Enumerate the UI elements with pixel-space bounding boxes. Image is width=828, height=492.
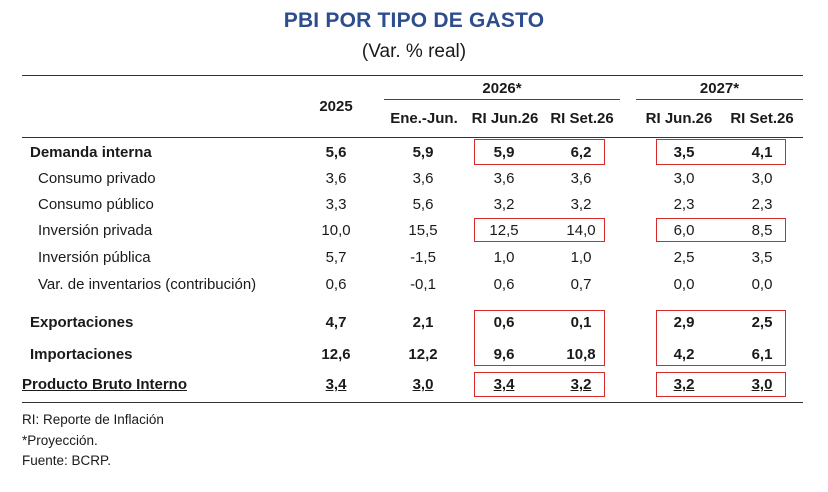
header-group-2026: 2026* [482, 80, 522, 97]
table-cell: 10,8 [566, 346, 596, 363]
row-label-inversion-privada: Inversión privada [38, 222, 153, 239]
table-cell: 3,6 [412, 170, 434, 187]
table-cell: 2,3 [751, 196, 773, 213]
table-cell: 4,2 [673, 346, 695, 363]
group-2027-underline [636, 99, 803, 100]
table-cell: 3,2 [493, 196, 515, 213]
highlight-box [656, 310, 786, 366]
header-top-line [22, 75, 803, 76]
table-cell: 3,4 [493, 376, 515, 393]
note-source: Fuente: BCRP. [22, 453, 112, 468]
table-cell: 3,5 [751, 249, 773, 266]
table-cell: 2,5 [673, 249, 695, 266]
table-cell: 9,6 [493, 346, 515, 363]
page-subtitle: (Var. % real) [361, 41, 467, 62]
table-cell: 8,5 [751, 222, 773, 239]
table-cell: 0,1 [570, 314, 592, 331]
table-cell: 5,9 [412, 144, 434, 161]
table-cell: 12,6 [321, 346, 351, 363]
note-projection: *Proyección. [22, 433, 98, 448]
table-cell: 3,6 [493, 170, 515, 187]
table-cell: 2,5 [751, 314, 773, 331]
row-label-pbi: Producto Bruto Interno [22, 376, 187, 393]
row-label-inversion-publica: Inversión pública [38, 249, 151, 266]
table-cell: -0,1 [410, 276, 436, 293]
note-ri: RI: Reporte de Inflación [22, 412, 164, 427]
row-label-exportaciones: Exportaciones [30, 314, 134, 331]
highlight-box [656, 372, 786, 397]
header-col-ri-jun26-2027: RI Jun.26 [645, 110, 713, 127]
table-cell: -1,5 [410, 249, 436, 266]
table-cell: 15,5 [408, 222, 438, 239]
table-cell: 0,0 [751, 276, 773, 293]
table-cell: 5,7 [325, 249, 347, 266]
table-cell: 2,3 [673, 196, 695, 213]
highlight-box [656, 218, 786, 242]
highlight-box [474, 139, 605, 165]
header-bottom-line [22, 137, 803, 138]
header-group-2027: 2027* [699, 80, 740, 97]
table-cell: 3,2 [570, 196, 592, 213]
table-cell: 5,6 [412, 196, 434, 213]
table-cell: 3,2 [673, 376, 695, 393]
table-cell: 4,1 [751, 144, 773, 161]
table-cell: 3,4 [325, 376, 347, 393]
table-cell: 3,6 [570, 170, 592, 187]
table-cell: 10,0 [321, 222, 351, 239]
header-col-2025: 2025 [319, 98, 353, 115]
table-cell: 2,9 [673, 314, 695, 331]
table-cell: 1,0 [570, 249, 592, 266]
table-bottom-line [22, 402, 803, 403]
header-col-ri-set26-2027: RI Set.26 [730, 110, 794, 127]
row-label-consumo-publico: Consumo público [38, 196, 154, 213]
table-cell: 3,6 [325, 170, 347, 187]
table-cell: 0,7 [570, 276, 592, 293]
table-cell: 6,0 [673, 222, 695, 239]
header-col-ri-set26-2026: RI Set.26 [550, 110, 614, 127]
table-cell: 2,1 [412, 314, 434, 331]
table-cell: 3,0 [751, 376, 773, 393]
table-cell: 5,9 [493, 144, 515, 161]
table-cell: 3,0 [673, 170, 695, 187]
table-cell: 6,1 [751, 346, 773, 363]
row-label-consumo-privado: Consumo privado [38, 170, 156, 187]
group-2026-underline [384, 99, 620, 100]
table-cell: 0,6 [493, 314, 515, 331]
table-cell: 3,0 [751, 170, 773, 187]
table-cell: 14,0 [566, 222, 596, 239]
table-cell: 5,6 [325, 144, 347, 161]
header-col-ene-jun: Ene.-Jun. [390, 110, 458, 127]
table-cell: 3,5 [673, 144, 695, 161]
row-label-var-inventarios: Var. de inventarios (contribución) [38, 276, 257, 293]
table-cell: 6,2 [570, 144, 592, 161]
page-title: PBI POR TIPO DE GASTO [283, 9, 545, 32]
table-cell: 12,5 [489, 222, 519, 239]
table-cell: 0,6 [325, 276, 347, 293]
table-cell: 1,0 [493, 249, 515, 266]
highlight-box [474, 218, 605, 242]
table-cell: 12,2 [408, 346, 438, 363]
table-cell: 3,0 [412, 376, 434, 393]
table-cell: 3,2 [570, 376, 592, 393]
row-label-demanda-interna: Demanda interna [30, 144, 152, 161]
row-label-importaciones: Importaciones [30, 346, 133, 363]
table-cell: 0,0 [673, 276, 695, 293]
table-cell: 3,3 [325, 196, 347, 213]
highlight-box [656, 139, 786, 165]
highlight-box [474, 372, 605, 397]
table-cell: 4,7 [325, 314, 347, 331]
highlight-box [474, 310, 605, 366]
table-cell: 0,6 [493, 276, 515, 293]
header-col-ri-jun26-2026: RI Jun.26 [471, 110, 539, 127]
